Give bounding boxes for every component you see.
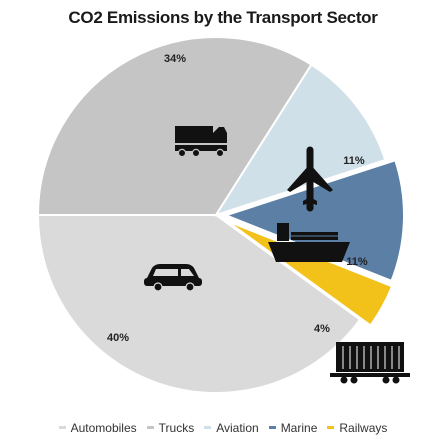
legend-label: Railways	[339, 420, 388, 435]
chart-title: CO2 Emissions by the Transport Sector	[68, 8, 378, 27]
legend-item-trucks: Trucks	[146, 420, 195, 435]
pie-slice-marine	[223, 159, 405, 283]
pie-slice-automobiles	[36, 214, 362, 394]
pie-slice-trucks	[36, 36, 313, 216]
slice-label-automobiles: 40%	[107, 332, 129, 344]
legend-label: Marine	[280, 420, 318, 435]
slice-label-marine: 11%	[346, 256, 368, 268]
slice-label-trucks: 34%	[164, 53, 186, 65]
ship-icon	[268, 223, 350, 262]
legend-label: Aviation	[216, 420, 259, 435]
legend-swatch	[146, 426, 154, 429]
train-icon	[330, 342, 410, 384]
legend-item-aviation: Aviation	[204, 420, 259, 435]
car-icon	[144, 264, 202, 292]
slice-label-aviation: 11%	[343, 155, 365, 167]
legend-item-automobiles: Automobiles	[58, 420, 137, 435]
legend-swatch	[58, 426, 66, 429]
legend-label: Automobiles	[70, 420, 137, 435]
legend: Automobiles Trucks Aviation Marine Railways	[0, 418, 446, 435]
pie-slice-aviation	[213, 63, 387, 217]
legend-label: Trucks	[158, 420, 195, 435]
legend-swatch	[204, 426, 212, 429]
legend-swatch	[268, 426, 276, 429]
pie-slice-railways	[225, 219, 394, 327]
legend-item-railways: Railways	[327, 421, 387, 435]
airplane-icon	[287, 146, 333, 212]
slice-label-railways: 4%	[314, 323, 330, 335]
legend-swatch	[327, 426, 335, 429]
legend-item-marine: Marine	[268, 420, 318, 435]
truck-icon	[175, 126, 227, 158]
